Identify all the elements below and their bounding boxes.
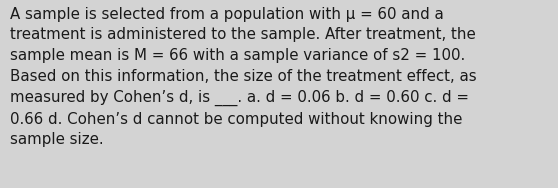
Text: A sample is selected from a population with μ = 60 and a
treatment is administer: A sample is selected from a population w…: [10, 7, 477, 147]
